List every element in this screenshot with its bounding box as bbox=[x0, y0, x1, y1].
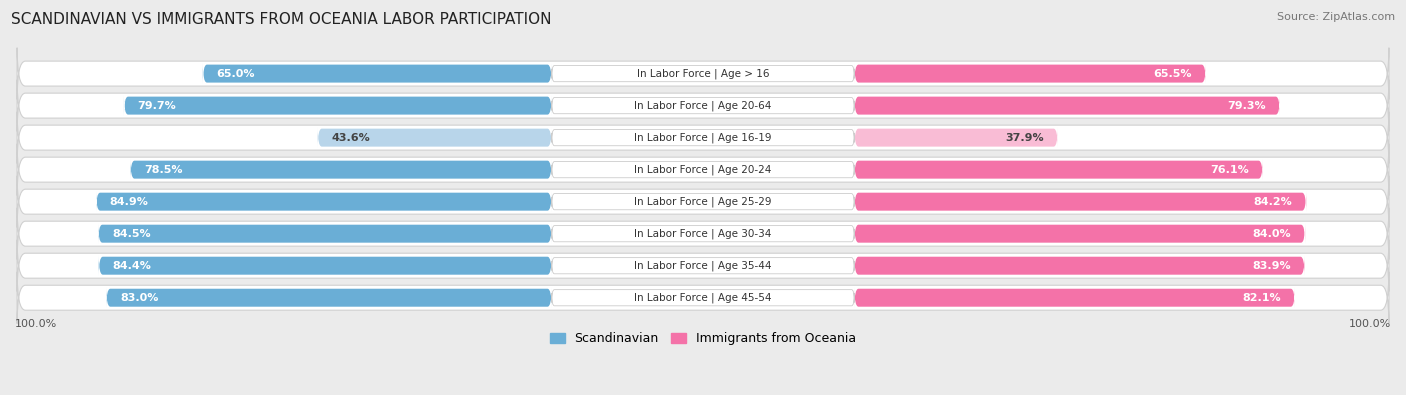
Text: 65.0%: 65.0% bbox=[217, 69, 254, 79]
Text: In Labor Force | Age 35-44: In Labor Force | Age 35-44 bbox=[634, 260, 772, 271]
FancyBboxPatch shape bbox=[551, 162, 855, 178]
FancyBboxPatch shape bbox=[318, 128, 551, 148]
FancyBboxPatch shape bbox=[17, 144, 1389, 196]
FancyBboxPatch shape bbox=[551, 226, 855, 242]
Text: In Labor Force | Age 45-54: In Labor Force | Age 45-54 bbox=[634, 292, 772, 303]
FancyBboxPatch shape bbox=[855, 128, 1057, 148]
Text: SCANDINAVIAN VS IMMIGRANTS FROM OCEANIA LABOR PARTICIPATION: SCANDINAVIAN VS IMMIGRANTS FROM OCEANIA … bbox=[11, 12, 551, 27]
FancyBboxPatch shape bbox=[855, 256, 1305, 276]
Text: 43.6%: 43.6% bbox=[332, 133, 370, 143]
FancyBboxPatch shape bbox=[131, 160, 551, 180]
FancyBboxPatch shape bbox=[855, 160, 1263, 180]
Text: 84.0%: 84.0% bbox=[1253, 229, 1291, 239]
FancyBboxPatch shape bbox=[855, 224, 1305, 244]
FancyBboxPatch shape bbox=[551, 66, 855, 82]
Text: 83.9%: 83.9% bbox=[1253, 261, 1291, 271]
Text: In Labor Force | Age 20-64: In Labor Force | Age 20-64 bbox=[634, 100, 772, 111]
Text: In Labor Force | Age 25-29: In Labor Force | Age 25-29 bbox=[634, 196, 772, 207]
Legend: Scandinavian, Immigrants from Oceania: Scandinavian, Immigrants from Oceania bbox=[544, 327, 862, 350]
Text: Source: ZipAtlas.com: Source: ZipAtlas.com bbox=[1277, 12, 1395, 22]
FancyBboxPatch shape bbox=[855, 192, 1306, 212]
Text: 82.1%: 82.1% bbox=[1243, 293, 1281, 303]
FancyBboxPatch shape bbox=[17, 176, 1389, 228]
FancyBboxPatch shape bbox=[17, 80, 1389, 132]
FancyBboxPatch shape bbox=[551, 98, 855, 114]
FancyBboxPatch shape bbox=[202, 63, 551, 84]
FancyBboxPatch shape bbox=[98, 224, 551, 244]
FancyBboxPatch shape bbox=[855, 63, 1206, 84]
FancyBboxPatch shape bbox=[96, 192, 551, 212]
Text: 79.7%: 79.7% bbox=[138, 101, 176, 111]
FancyBboxPatch shape bbox=[17, 272, 1389, 324]
FancyBboxPatch shape bbox=[551, 290, 855, 306]
Text: 84.5%: 84.5% bbox=[112, 229, 150, 239]
FancyBboxPatch shape bbox=[551, 130, 855, 146]
FancyBboxPatch shape bbox=[855, 96, 1279, 116]
Text: 100.0%: 100.0% bbox=[1348, 318, 1391, 329]
FancyBboxPatch shape bbox=[17, 208, 1389, 260]
Text: In Labor Force | Age 20-24: In Labor Force | Age 20-24 bbox=[634, 164, 772, 175]
FancyBboxPatch shape bbox=[17, 48, 1389, 100]
Text: In Labor Force | Age 16-19: In Labor Force | Age 16-19 bbox=[634, 132, 772, 143]
FancyBboxPatch shape bbox=[17, 112, 1389, 164]
Text: 84.2%: 84.2% bbox=[1254, 197, 1292, 207]
Text: In Labor Force | Age 30-34: In Labor Force | Age 30-34 bbox=[634, 228, 772, 239]
Text: 100.0%: 100.0% bbox=[15, 318, 58, 329]
Text: 78.5%: 78.5% bbox=[145, 165, 183, 175]
FancyBboxPatch shape bbox=[107, 288, 551, 308]
FancyBboxPatch shape bbox=[551, 194, 855, 210]
Text: 37.9%: 37.9% bbox=[1005, 133, 1045, 143]
FancyBboxPatch shape bbox=[124, 96, 551, 116]
Text: In Labor Force | Age > 16: In Labor Force | Age > 16 bbox=[637, 68, 769, 79]
Text: 84.9%: 84.9% bbox=[110, 197, 149, 207]
Text: 65.5%: 65.5% bbox=[1153, 69, 1192, 79]
Text: 76.1%: 76.1% bbox=[1211, 165, 1249, 175]
FancyBboxPatch shape bbox=[98, 256, 551, 276]
Text: 83.0%: 83.0% bbox=[120, 293, 159, 303]
FancyBboxPatch shape bbox=[551, 258, 855, 274]
FancyBboxPatch shape bbox=[855, 288, 1295, 308]
FancyBboxPatch shape bbox=[17, 240, 1389, 292]
Text: 84.4%: 84.4% bbox=[112, 261, 152, 271]
Text: 79.3%: 79.3% bbox=[1227, 101, 1267, 111]
